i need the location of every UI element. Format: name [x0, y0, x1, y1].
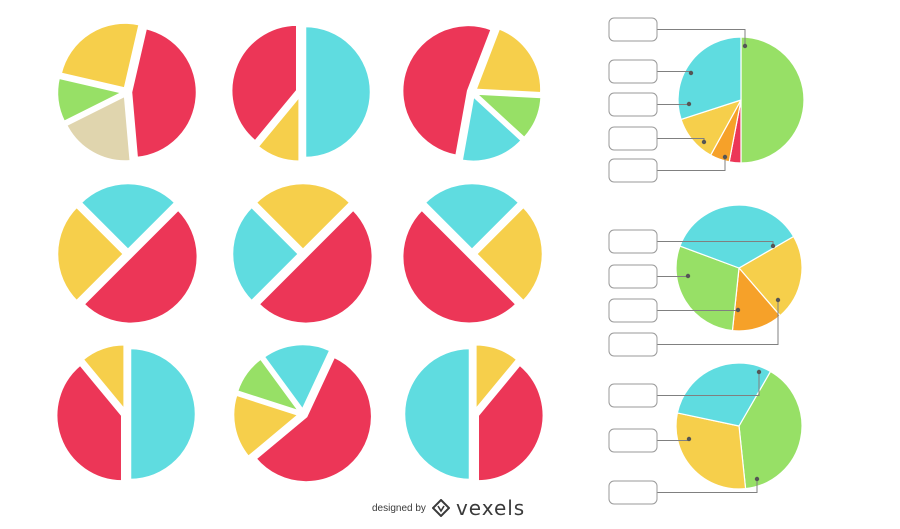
leader-line-middle-4 [657, 300, 779, 345]
pie-labeled-bottom-slice-cyan [676, 362, 772, 427]
pie-r2c1-slice-red [82, 208, 200, 326]
pie-r3c1 [55, 342, 198, 483]
label-box-top-5 [608, 158, 658, 183]
pie-r1c2-slice-yellow [256, 94, 301, 164]
label-box-bottom-1 [608, 383, 658, 408]
label-box-top-4 [608, 126, 658, 151]
leader-line-top-5 [657, 157, 726, 171]
pie-r3c1-slice-cyan [128, 346, 198, 482]
pie-r3c1-slice-yellow [81, 342, 126, 412]
pie-labeled-middle-slice-cyan [679, 204, 795, 269]
leader-dot-top-5 [722, 154, 728, 160]
leader-dot-middle-3 [735, 307, 741, 313]
label-box-bottom-2 [608, 428, 658, 453]
leader-dot-top-4 [701, 139, 707, 145]
pie-r1c3-slice-cyan [460, 94, 524, 164]
leader-line-middle-2 [657, 276, 689, 277]
pie-labeled-top [677, 36, 805, 164]
leader-dot-top-3 [686, 101, 692, 107]
label-box-top-3 [608, 92, 658, 117]
pie-r3c2-slice-yellow [231, 393, 301, 459]
pie-r3c3 [402, 342, 545, 483]
pie-labeled-bottom-slice-green [738, 370, 803, 490]
leader-dot-middle-4 [775, 297, 781, 303]
pie-r1c3 [400, 23, 543, 164]
label-box-top-1 [608, 17, 658, 42]
leader-line-bottom-3 [657, 479, 758, 493]
pie-r3c2-slice-cyan [262, 342, 332, 412]
label-box-middle-2 [608, 264, 658, 289]
pie-r1c3-slice-red [400, 23, 494, 158]
pie-labeled-top-slice-green [740, 36, 805, 164]
pie-r3c3-slice-yellow [474, 342, 519, 412]
leader-line-bottom-1 [657, 372, 760, 396]
pie-r1c1-slice-yellow [59, 21, 141, 90]
pie-labeled-middle-slice-green [675, 245, 740, 332]
pie-r1c3-slice-green [474, 92, 543, 140]
pie-r3c2 [231, 342, 374, 484]
leader-dot-middle-2 [685, 273, 691, 279]
pie-r3c3-slice-cyan [402, 346, 472, 482]
pie-r2c2-slice-cyan [230, 205, 301, 303]
pie-r2c2-slice-yellow [254, 181, 352, 252]
pie-r3c3-slice-red [476, 363, 545, 483]
credit-brand: vexels [455, 496, 526, 520]
pie-labeled-middle [675, 204, 803, 332]
leader-line-middle-3 [657, 310, 739, 311]
pie-r1c1 [55, 21, 199, 163]
pie-labeled-middle-slice-yellow [738, 235, 803, 317]
pie-r1c2-slice-cyan [303, 24, 373, 160]
label-box-bottom-3 [608, 480, 658, 505]
leader-line-top-1 [657, 29, 746, 46]
leader-line-top-3 [657, 104, 690, 105]
leader-dot-bottom-2 [686, 436, 692, 442]
pie-r3c1-slice-red [55, 363, 124, 483]
leader-dot-bottom-1 [756, 369, 762, 375]
pie-r2c2 [230, 181, 375, 326]
pie-r2c3-slice-yellow [474, 205, 545, 303]
pie-r2c1-slice-yellow [55, 205, 126, 303]
pie-r1c2 [230, 23, 373, 164]
leader-dot-middle-1 [770, 243, 776, 249]
pie-r2c2-slice-red [257, 208, 375, 326]
pie-r1c2-slice-red [230, 23, 299, 143]
diamond-logo-icon [431, 499, 450, 517]
pie-r2c3-slice-cyan [423, 181, 521, 252]
leader-dot-bottom-3 [754, 476, 760, 482]
pie-r1c1-slice-beige [64, 94, 133, 163]
pie-r2c3 [400, 181, 545, 326]
pie-labeled-bottom [675, 362, 803, 490]
label-box-middle-1 [608, 229, 658, 254]
pie-r3c2-slice-red [254, 355, 374, 484]
pie-r1c1-slice-red [129, 26, 199, 160]
pie-r2c3-slice-red [400, 208, 518, 326]
pie-r3c2-slice-green [235, 357, 302, 413]
credit-prefix: designed by [372, 502, 426, 514]
leader-dot-top-2 [688, 70, 694, 76]
pie-labeled-bottom-slice-yellow [675, 412, 747, 490]
leader-dot-top-1 [742, 43, 748, 49]
pie-labeled-top-slice-cyan [677, 36, 742, 121]
label-box-middle-3 [608, 298, 658, 323]
pie-r2c1-slice-cyan [79, 181, 177, 252]
pie-r1c3-slice-yellow [474, 26, 543, 95]
label-box-top-2 [608, 59, 658, 84]
pie-r2c1 [55, 181, 200, 326]
pie-r1c1-slice-green [55, 76, 125, 124]
label-box-middle-4 [608, 332, 658, 357]
designer-credit: designed by vexels [372, 496, 525, 520]
